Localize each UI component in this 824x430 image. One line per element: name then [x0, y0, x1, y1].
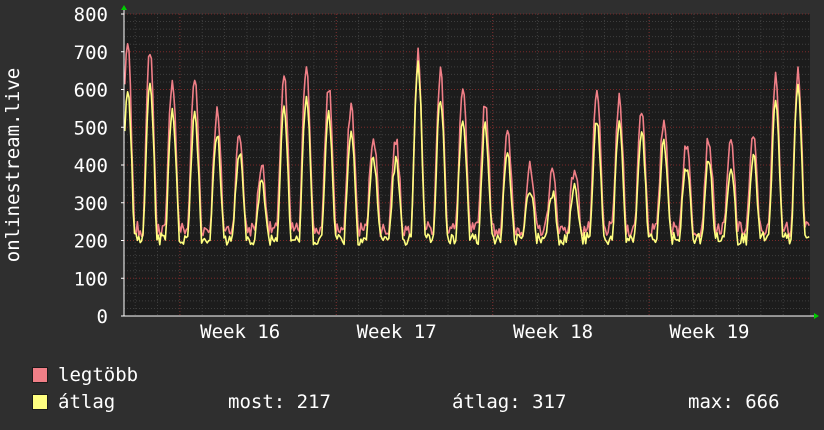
- stat-max: max: 666: [688, 391, 780, 413]
- y-tick-label: 500: [74, 117, 108, 139]
- legend-label-max: legtöbb: [58, 364, 139, 386]
- y-tick-label: 800: [74, 4, 108, 26]
- y-tick-label: 700: [74, 42, 108, 64]
- stat-average: átlag: 317: [452, 391, 567, 413]
- y-tick-label: 300: [74, 193, 108, 215]
- x-tick-label: Week 18: [513, 321, 593, 343]
- y-axis-label: onlinestream.live: [2, 68, 24, 262]
- tick-labels: 0 100 200 300 400 500 600 700 800 Week 16 Week 17 W…: [74, 4, 750, 343]
- legend-swatch-max: [32, 367, 48, 383]
- y-tick-label: 600: [74, 80, 108, 102]
- legend-swatch-avg: [32, 394, 48, 410]
- legend-row-max: legtöbb: [30, 362, 810, 389]
- series-line-avg: [124, 60, 810, 246]
- axes: [121, 5, 819, 319]
- y-tick-label: 400: [74, 155, 108, 177]
- y-tick-label: 200: [74, 231, 108, 253]
- y-tick-label: 0: [97, 306, 108, 328]
- y-tick-label: 100: [74, 268, 108, 290]
- series-group: [124, 42, 810, 246]
- x-tick-label: Week 16: [200, 321, 280, 343]
- legend-label-avg: átlag: [58, 391, 116, 413]
- y-axis-arrow: [121, 5, 127, 10]
- x-axis-arrow: [814, 313, 819, 319]
- legend: legtöbb átlag most: 217 átlag: 317 max: …: [30, 362, 810, 416]
- series-line-max: [124, 42, 810, 238]
- legend-row-avg: átlag most: 217 átlag: 317 max: 666: [30, 389, 810, 416]
- stat-now: most: 217: [228, 391, 331, 413]
- x-tick-label: Week 17: [357, 321, 437, 343]
- x-tick-label: Week 19: [669, 321, 749, 343]
